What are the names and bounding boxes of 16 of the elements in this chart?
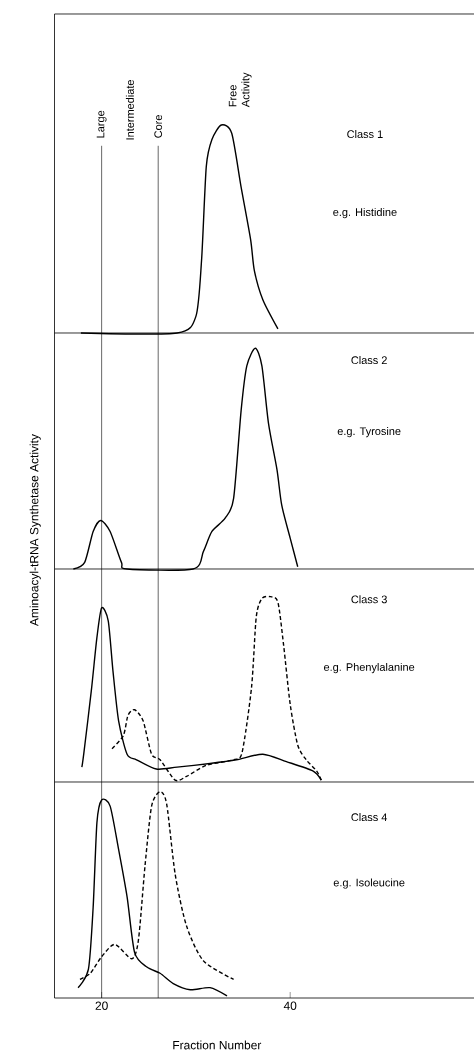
chart-title: Class 3 [351,595,387,604]
x-tick-label: 40 [283,1001,297,1010]
text: e.g. Histidine [333,207,397,219]
text: e.g. Phenylalanine [324,662,415,674]
x-tick-label: 20 [95,1001,108,1010]
text: Free Activity [228,72,252,108]
ref-line-label: Core [154,115,163,138]
chart-title: Class 1 [347,130,383,139]
annotation: Intermediate [125,80,134,140]
ref-line-label: Large [96,110,107,138]
text: e.g. Tyrosine [337,427,401,438]
text: Class 4 [351,813,388,822]
text: e.g. Isoleucine [333,878,405,889]
text: Class 2 [351,356,387,365]
x-axis-title: Fraction Number [173,1040,262,1050]
y-axis-title: Aminoacyl-tRNA Synthetase Activity [29,434,41,627]
